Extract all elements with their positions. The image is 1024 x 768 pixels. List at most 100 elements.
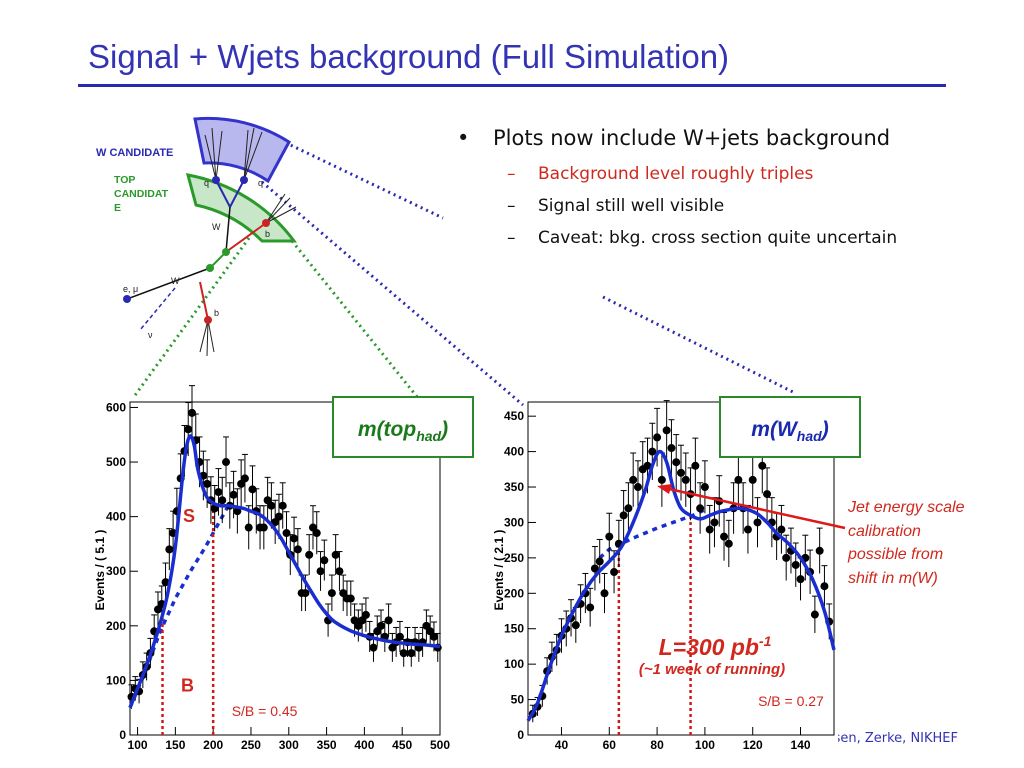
bullet-main-text: Plots now include W+jets background (493, 126, 891, 150)
y-tick-label: 150 (504, 622, 524, 636)
data-point (214, 468, 223, 516)
jes-text-3: possible from (847, 546, 943, 563)
x-tick-label: 120 (743, 738, 763, 752)
data-point (705, 504, 714, 554)
y-tick-label: 400 (504, 445, 524, 459)
connector-top-right (290, 240, 420, 399)
x-tick-label: 60 (603, 738, 617, 752)
y-tick-label: 350 (504, 480, 524, 494)
jes-arrow-head-icon (657, 484, 672, 494)
data-point (312, 511, 321, 555)
x-tick-label: 500 (430, 738, 450, 752)
data-point (244, 505, 253, 550)
dash-icon: – (507, 164, 516, 184)
data-point (672, 434, 681, 490)
lumi-note: (~1 week of running) (639, 661, 785, 678)
data-point (274, 493, 283, 540)
jes-text-1: Jet energy scale (847, 499, 965, 516)
x-tick-label: 80 (650, 738, 664, 752)
y-tick-label: 100 (504, 657, 524, 671)
footer-text: Bentvelsen, Zerke, NIKHEF (838, 731, 958, 746)
data-point (293, 528, 302, 571)
x-tick-label: 450 (392, 738, 412, 752)
data-point (590, 546, 599, 591)
bullet-dot-icon: • (457, 126, 470, 150)
data-point (222, 436, 231, 488)
y-tick-label: 300 (504, 515, 524, 529)
label-b-lep: b (214, 308, 219, 318)
data-point (384, 603, 393, 637)
y-tick-label: 300 (106, 564, 126, 578)
data-point (248, 465, 257, 513)
slide-title: Signal + Wjets background (Full Simulati… (88, 38, 730, 75)
x-tick-label: 40 (555, 738, 569, 752)
sb-ratio: S/B = 0.27 (758, 693, 824, 709)
data-point (395, 620, 404, 653)
bullet-list: • Plots now include W+jets background – … (455, 126, 1015, 248)
y-tick-label: 50 (511, 693, 525, 707)
jes-text-2: calibration (848, 523, 921, 540)
connector-w-top (279, 138, 444, 220)
x-tick-label: 400 (354, 738, 374, 752)
sub-bullet-2-text: Signal still well visible (538, 196, 725, 216)
data-point (188, 385, 196, 441)
label-b-had: b (265, 229, 270, 239)
data-point (218, 476, 227, 524)
data-point (422, 609, 431, 642)
dash-icon: – (507, 228, 516, 248)
data-point (815, 527, 824, 574)
sub-bullet-3: – Caveat: bkg. cross section quite uncer… (455, 228, 1015, 248)
x-tick-label: 150 (165, 738, 185, 752)
connector-w-bottom (261, 180, 524, 407)
data-point (691, 437, 700, 494)
data-point (820, 565, 829, 607)
data-point (346, 580, 355, 616)
data-point (240, 453, 249, 503)
y-tick-label: 0 (517, 728, 524, 742)
sub-bullet-2: – Signal still well visible (455, 196, 1015, 216)
data-point (619, 490, 628, 541)
title-underline (78, 84, 946, 87)
x-tick-label: 250 (241, 738, 261, 752)
data-point (743, 504, 752, 554)
w-candidate-region (193, 116, 291, 184)
fit-curve (526, 449, 836, 722)
data-point (305, 534, 314, 576)
y-tick-label: 200 (106, 619, 126, 633)
connector-lines (131, 138, 796, 407)
data-point (629, 452, 638, 507)
sub-bullet-3-text: Caveat: bkg. cross section quite uncerta… (538, 228, 898, 248)
data-point (600, 572, 609, 614)
data-point (278, 482, 287, 529)
top-candidate-label-3: E (114, 202, 121, 214)
x-tick-label: 200 (203, 738, 223, 752)
w-y-axis-label: Events / ( 2.1 ) (492, 530, 506, 611)
label-neutrino: ν (148, 330, 153, 340)
data-point (184, 402, 193, 457)
w-label-text: m(Whad) (751, 418, 828, 444)
y-tick-label: 450 (504, 409, 524, 423)
jes-annotation: Jet energy scale calibration possible fr… (657, 484, 965, 587)
w-mass-chart: 40 60 80 100 120 140 0 50 100 150 200 250 300 350 400 4… (492, 396, 861, 752)
y-tick-label: 200 (504, 586, 524, 600)
y-tick-label: 500 (106, 455, 126, 469)
data-point (320, 539, 329, 581)
sub-bullet-1-text: Background level roughly triples (538, 164, 814, 184)
top-y-axis-label: Events / ( 5.1 ) (93, 530, 107, 611)
y-tick-label: 100 (106, 673, 126, 687)
bullet-main: • Plots now include W+jets background (455, 126, 1015, 150)
label-w-had: W (212, 222, 221, 232)
label-q2: q (258, 178, 263, 188)
data-point (662, 400, 671, 461)
footer-credit: Bentvelsen, Zerke, NIKHEF (838, 731, 958, 746)
data-point (605, 512, 614, 560)
top-mass-chart: 100 150 200 250 300 350 400 450 5000100200300400… (93, 385, 474, 752)
x-tick-label: 140 (791, 738, 811, 752)
label-q1: q (204, 178, 209, 188)
background-label: B (181, 675, 194, 695)
jes-text-4: shift in m(W) (848, 570, 938, 587)
y-tick-label: 250 (504, 551, 524, 565)
data-point (161, 562, 170, 602)
data-point (331, 534, 340, 576)
